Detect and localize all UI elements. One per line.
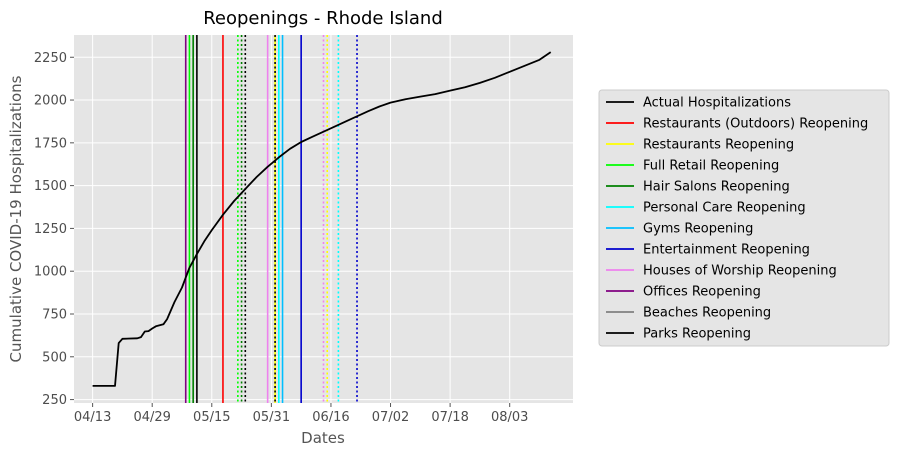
x-tick-label: 08/03 [491,410,528,425]
x-tick-label: 05/31 [253,410,290,425]
legend-label: Restaurants Reopening [643,138,794,153]
y-tick-label: 1750 [34,136,67,151]
legend: Actual Hospitalizations Restaurants (Outd… [598,89,890,347]
legend-label: Entertainment Reopening [643,243,810,258]
y-tick-label: 1500 [34,179,67,194]
x-tick-label: 04/13 [74,410,111,425]
series [92,51,552,387]
x-tick-label: 06/16 [312,410,349,425]
y-tick-label: 500 [42,350,67,365]
actual-hospitalizations-line [92,51,552,387]
y-tick-label: 750 [42,307,67,322]
y-tick-label: 2000 [34,94,67,109]
legend-label: Beaches Reopening [643,306,771,321]
legend-label: Offices Reopening [643,285,761,300]
legend-box [598,89,890,347]
y-axis-label: Cumulative COVID-19 Hospitalizations [7,75,25,362]
y-tick-label: 1250 [34,222,67,237]
legend-label: Parks Reopening [643,327,751,342]
x-axis-label: Dates [301,429,345,447]
x-ticks: 04/13 04/29 05/15 05/31 06/16 07/02 07/18 08/03 [74,403,528,425]
x-tick-label: 07/18 [431,410,468,425]
legend-label: Houses of Worship Reopening [643,264,837,279]
x-tick-label: 04/29 [133,410,170,425]
legend-label: Gyms Reopening [643,222,753,237]
grid [74,35,573,403]
legend-label: Personal Care Reopening [643,201,806,216]
legend-label: Hair Salons Reopening [643,180,790,195]
legend-label: Full Retail Reopening [643,159,779,174]
y-ticks: 250 500 750 1000 1250 1500 1750 2000 2250 [34,51,74,408]
x-tick-label: 05/15 [193,410,230,425]
y-tick-label: 250 [42,393,67,408]
y-tick-label: 1000 [34,265,67,280]
x-tick-label: 07/02 [372,410,409,425]
legend-label: Actual Hospitalizations [643,96,791,111]
legend-entries: Actual Hospitalizations Restaurants (Outd… [606,96,868,342]
legend-label: Restaurants (Outdoors) Reopening [643,117,868,132]
reopening-lines [184,35,358,403]
chart-title: Reopenings - Rhode Island [203,8,443,29]
y-tick-label: 2250 [34,51,67,66]
